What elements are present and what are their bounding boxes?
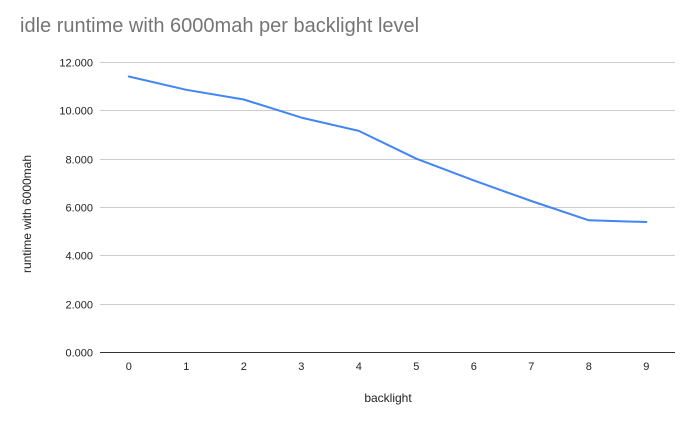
y-tick-label: 10.000 <box>59 106 93 118</box>
y-tick-label: 8.000 <box>65 155 93 167</box>
y-tick-label: 4.000 <box>65 251 93 263</box>
x-tick-label: 2 <box>241 361 247 373</box>
x-tick-label: 9 <box>643 361 649 373</box>
y-tick-label: 12.000 <box>59 58 93 70</box>
gridlines <box>100 62 675 353</box>
y-axis-label: runtime with 6000mah <box>20 155 34 273</box>
y-tick-label: 6.000 <box>65 203 93 215</box>
x-tick-label: 0 <box>126 361 132 373</box>
x-tick-label: 6 <box>471 361 477 373</box>
y-tick-label: 0.000 <box>65 348 93 360</box>
x-tick-label: 3 <box>298 361 304 373</box>
x-tick-label: 1 <box>183 361 189 373</box>
x-tick-label: 7 <box>528 361 534 373</box>
series-line <box>127 75 648 223</box>
x-tick-label: 5 <box>413 361 419 373</box>
chart-title: idle runtime with 6000mah per backlight … <box>20 15 420 37</box>
series-layer <box>127 75 648 223</box>
x-tick-label: 8 <box>586 361 592 373</box>
x-axis-label: backlight <box>364 391 412 405</box>
y-axis-ticks: 0.000 2.000 4.000 6.000 8.000 10.000 12.000 <box>59 58 93 360</box>
y-tick-label: 2.000 <box>65 300 93 312</box>
x-axis-ticks: 0 1 2 3 4 5 6 7 8 9 <box>126 361 650 373</box>
x-tick-label: 4 <box>356 361 362 373</box>
